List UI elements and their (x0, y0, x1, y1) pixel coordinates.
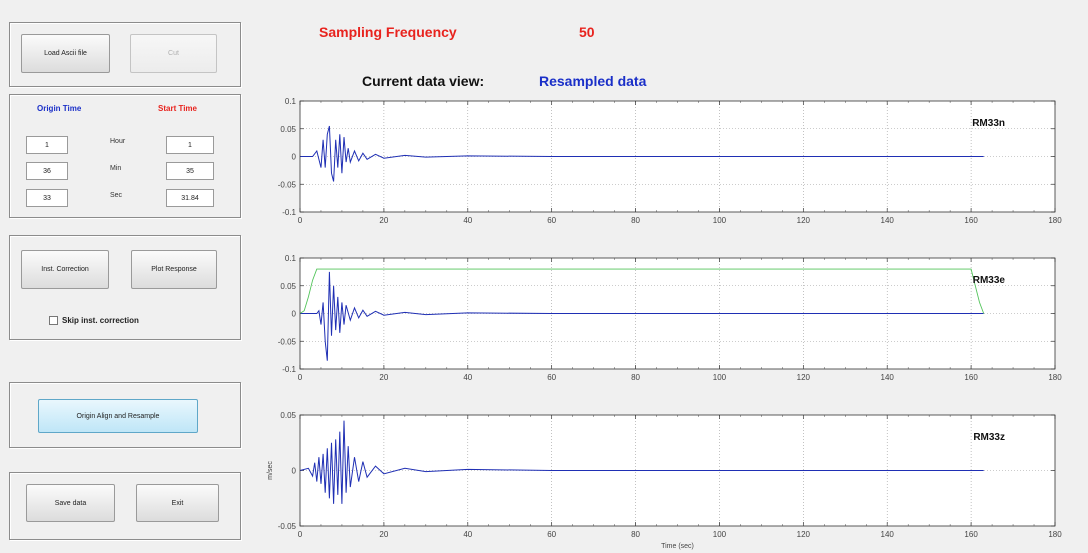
x-tick-label: 20 (379, 373, 388, 382)
trace-line-1-1 (300, 125, 984, 182)
y-tick-label: 0 (292, 310, 297, 319)
y-tick-label: -0.05 (278, 522, 297, 531)
x-tick-label: 40 (463, 373, 472, 382)
start-hour-field[interactable]: 1 (166, 136, 214, 154)
x-tick-label: 20 (379, 530, 388, 539)
station-label: RM33n (972, 118, 1005, 129)
y-tick-label: 0.05 (280, 125, 296, 134)
x-tick-label: 160 (964, 216, 978, 225)
trace-line-2-1 (300, 271, 984, 361)
x-tick-label: 100 (713, 530, 727, 539)
station-label: RM33e (973, 275, 1006, 286)
x-tick-label: 160 (964, 373, 978, 382)
trace-line-3-1 (299, 420, 984, 504)
exit-button[interactable]: Exit (136, 484, 219, 522)
x-tick-label: 160 (964, 530, 978, 539)
x-tick-label: 140 (881, 373, 895, 382)
x-tick-label: 140 (881, 530, 895, 539)
x-tick-label: 100 (713, 373, 727, 382)
y-tick-label: 0 (292, 467, 297, 476)
x-tick-label: 120 (797, 530, 811, 539)
current-view-label: Current data view: (362, 73, 485, 89)
load-ascii-file-button[interactable]: Load Ascii file (21, 34, 110, 73)
y-tick-label: 0.05 (280, 411, 296, 420)
hour-label: Hour (110, 138, 126, 145)
start-sec-field[interactable]: 31.84 (166, 189, 214, 207)
x-tick-label: 80 (631, 216, 640, 225)
origin-align-resample-button[interactable]: Origin Align and Resample (38, 399, 198, 433)
origin-min-field[interactable]: 36 (26, 162, 68, 180)
checkbox-box[interactable] (49, 316, 58, 325)
min-label: Min (110, 165, 122, 172)
y-tick-label: 0.1 (285, 97, 297, 106)
plot-area-3 (300, 415, 1055, 526)
x-tick-label: 80 (631, 530, 640, 539)
x-tick-label: 40 (463, 216, 472, 225)
origin-time-header: Origin Time (37, 104, 82, 113)
y-tick-label: -0.1 (282, 365, 296, 374)
start-min-field[interactable]: 35 (166, 162, 214, 180)
plot-area-1 (300, 101, 1055, 212)
sec-label: Sec (110, 192, 123, 199)
start-time-header: Start Time (158, 104, 197, 113)
x-tick-label: 80 (631, 373, 640, 382)
inst-correction-button[interactable]: Inst. Correction (21, 250, 109, 289)
plot-response-button[interactable]: Plot Response (131, 250, 217, 289)
x-tick-label: 120 (797, 216, 811, 225)
x-tick-label: 180 (1048, 216, 1062, 225)
save-data-button[interactable]: Save data (26, 484, 115, 522)
plot-area-2 (300, 258, 1055, 369)
x-tick-label: 180 (1048, 373, 1062, 382)
origin-sec-field[interactable]: 33 (26, 189, 68, 207)
cut-button[interactable]: Cut (130, 34, 217, 73)
y-axis-label: m/sec (267, 461, 274, 480)
y-tick-label: -0.1 (282, 208, 296, 217)
x-tick-label: 0 (298, 373, 303, 382)
x-tick-label: 100 (713, 216, 727, 225)
plot-frame (299, 100, 1056, 213)
x-tick-label: 0 (298, 530, 303, 539)
x-tick-label: 60 (547, 373, 556, 382)
station-label: RM33z (973, 432, 1005, 443)
x-tick-label: 40 (463, 530, 472, 539)
y-tick-label: -0.05 (278, 180, 297, 189)
x-tick-label: 60 (547, 216, 556, 225)
x-tick-label: 60 (547, 530, 556, 539)
y-tick-label: 0.1 (285, 254, 297, 263)
plot-frame (299, 414, 1056, 527)
trace-line-2-2 (299, 268, 985, 314)
x-tick-label: 180 (1048, 530, 1062, 539)
skip-inst-correction-label: Skip inst. correction (62, 316, 139, 325)
x-tick-label: 140 (881, 216, 895, 225)
x-tick-label: 0 (298, 216, 303, 225)
sampling-frequency-label: Sampling Frequency (319, 24, 457, 40)
current-view-value: Resampled data (539, 73, 647, 89)
plot-frame (299, 257, 1056, 370)
origin-hour-field[interactable]: 1 (26, 136, 68, 154)
y-tick-label: -0.05 (278, 337, 297, 346)
sampling-frequency-value: 50 (579, 24, 595, 40)
x-axis-label: Time (sec) (661, 543, 694, 550)
x-tick-label: 120 (797, 373, 811, 382)
y-tick-label: 0 (292, 153, 297, 162)
skip-inst-correction-checkbox[interactable]: Skip inst. correction (49, 316, 139, 325)
y-tick-label: 0.05 (280, 282, 296, 291)
x-tick-label: 20 (379, 216, 388, 225)
